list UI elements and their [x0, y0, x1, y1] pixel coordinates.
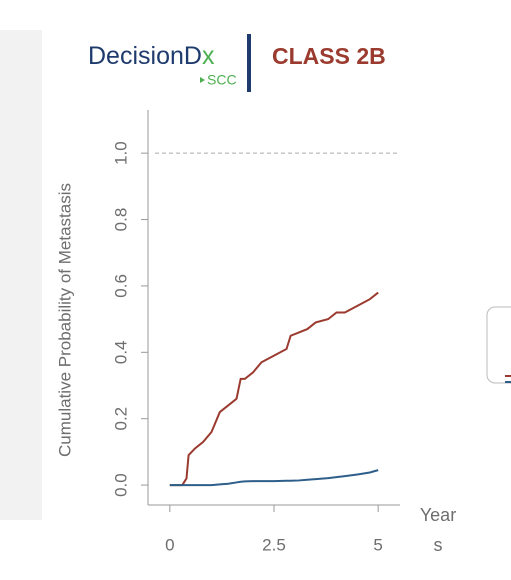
logo-arrow [200, 77, 205, 83]
y-tick-label: 0.4 [111, 340, 130, 364]
series-line [169, 291, 379, 487]
y-tick-label: 0.8 [111, 208, 130, 232]
logo-divider [247, 34, 251, 92]
y-tick-label: 0.0 [111, 473, 130, 497]
series-line [169, 469, 379, 487]
chart-title: CLASS 2B [272, 43, 386, 69]
x-tick-label: 0 [165, 535, 174, 554]
legend-box [486, 306, 511, 384]
x-tick-label: 5 [373, 535, 382, 554]
y-tick-label: 1.0 [111, 141, 130, 165]
x-axis-label: Years [419, 505, 457, 555]
logo-brand: DecisionD [88, 42, 202, 70]
x-tick-label: 2.5 [262, 535, 286, 554]
side-panel [0, 30, 42, 520]
y-tick-label: 0.2 [111, 407, 130, 431]
logo-text: DecisionDx [88, 42, 215, 70]
logo-brand-x: x [202, 42, 215, 70]
y-axis-label: Cumulative Probability of Metastasis [55, 183, 74, 457]
logo-sub: SCC [207, 72, 237, 88]
y-tick-label: 0.6 [111, 274, 130, 298]
